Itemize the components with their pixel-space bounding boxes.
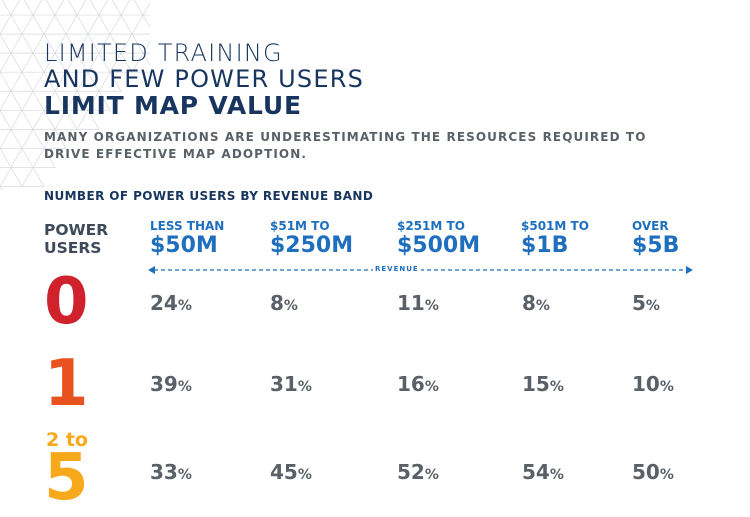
value-number: 31	[270, 372, 298, 396]
band-header-1: $51M TO $250M	[270, 220, 353, 259]
value-unit: %	[297, 379, 312, 395]
band-main: $1B	[521, 233, 569, 258]
band-prefix: $251M TO	[397, 219, 465, 233]
value-number: 24	[150, 291, 178, 315]
title-line-3: LIMIT MAP VALUE	[44, 91, 302, 120]
band-header-3: $501M TO $1B	[521, 220, 589, 259]
value-cell: 24%	[150, 291, 192, 315]
value-unit: %	[424, 467, 439, 483]
band-header-2: $251M TO $500M	[397, 220, 480, 259]
chart-title: NUMBER OF POWER USERS BY REVENUE BAND	[44, 189, 374, 203]
band-main: $5B	[632, 233, 680, 258]
row-label-2: 5	[44, 441, 89, 515]
row-label-small-2: 2 to	[46, 429, 88, 451]
value-unit: %	[177, 379, 192, 395]
band-prefix: $501M TO	[521, 219, 589, 233]
value-number: 10	[632, 372, 660, 396]
value-cell: 11%	[397, 291, 439, 315]
value-cell: 52%	[397, 460, 439, 484]
value-number: 54	[522, 460, 550, 484]
value-cell: 8%	[270, 291, 298, 315]
value-number: 50	[632, 460, 660, 484]
title-line-1: LIMITED TRAINING	[44, 39, 283, 67]
subtitle: MANY ORGANIZATIONS ARE UNDERESTIMATING T…	[44, 130, 647, 161]
value-cell: 33%	[150, 460, 192, 484]
value-cell: 39%	[150, 372, 192, 396]
value-number: 5	[632, 291, 646, 315]
band-prefix: OVER	[632, 219, 669, 233]
value-unit: %	[645, 298, 660, 314]
value-unit: %	[177, 298, 192, 314]
value-unit: %	[549, 467, 564, 483]
band-main: $250M	[270, 233, 354, 258]
value-unit: %	[549, 379, 564, 395]
value-number: 8	[522, 291, 536, 315]
value-number: 52	[397, 460, 425, 484]
value-unit: %	[535, 298, 550, 314]
y-axis-header: POWER USERS	[44, 221, 108, 257]
value-number: 45	[270, 460, 298, 484]
value-cell: 54%	[522, 460, 564, 484]
revenue-axis-label: REVENUE	[373, 265, 421, 273]
value-cell: 45%	[270, 460, 312, 484]
band-prefix: $51M TO	[270, 219, 330, 233]
value-unit: %	[177, 467, 192, 483]
value-unit: %	[283, 298, 298, 314]
row-label-1: 1	[44, 347, 89, 421]
value-number: 11	[397, 291, 425, 315]
y-header-line-2: USERS	[44, 239, 102, 257]
y-header-line-1: POWER	[44, 221, 109, 239]
band-main: $50M	[150, 233, 218, 258]
value-number: 8	[270, 291, 284, 315]
triangle-pattern-decoration	[0, 0, 150, 190]
value-cell: 50%	[632, 460, 674, 484]
band-prefix: LESS THAN	[150, 219, 225, 233]
row-label-0: 0	[44, 265, 89, 339]
value-cell: 31%	[270, 372, 312, 396]
value-unit: %	[424, 379, 439, 395]
title-line-2: AND FEW POWER USERS	[44, 65, 365, 93]
value-unit: %	[424, 298, 439, 314]
value-cell: 15%	[522, 372, 564, 396]
band-header-0: LESS THAN $50M	[150, 220, 224, 259]
value-cell: 16%	[397, 372, 439, 396]
value-number: 15	[522, 372, 550, 396]
value-unit: %	[659, 467, 674, 483]
value-cell: 5%	[632, 291, 660, 315]
value-cell: 8%	[522, 291, 550, 315]
value-number: 16	[397, 372, 425, 396]
page-title: LIMITED TRAINING AND FEW POWER USERS LIM…	[44, 40, 364, 120]
band-header-4: OVER $5B	[632, 220, 679, 259]
value-unit: %	[297, 467, 312, 483]
band-main: $500M	[397, 233, 481, 258]
value-cell: 10%	[632, 372, 674, 396]
value-number: 39	[150, 372, 178, 396]
value-unit: %	[659, 379, 674, 395]
value-number: 33	[150, 460, 178, 484]
